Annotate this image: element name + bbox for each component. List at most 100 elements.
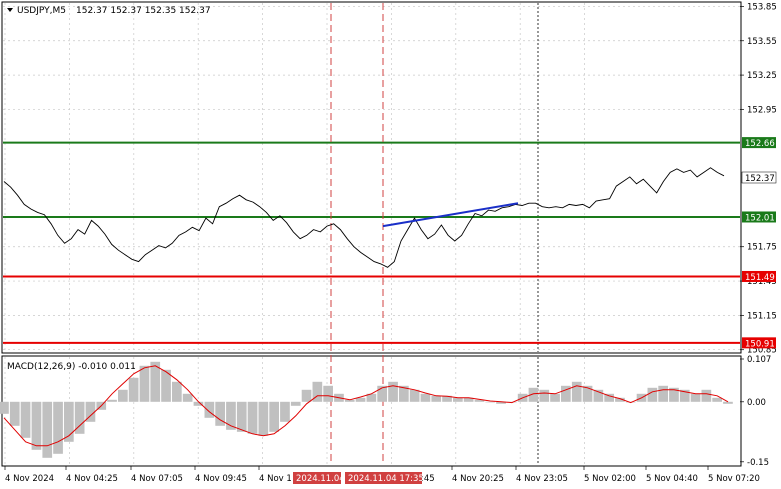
macd-bar xyxy=(701,389,712,402)
time-axis: 4 Nov 2024 4 Nov 04:25 4 Nov 07:05 4 Nov 09… xyxy=(4,466,760,484)
price-tick-label: 152.95 xyxy=(747,105,777,115)
macd-bar xyxy=(215,401,225,426)
macd-bar xyxy=(571,381,582,402)
price-axis: 153.85153.55153.25152.95151.75151.45151.… xyxy=(740,2,777,356)
chevron-down-icon[interactable] xyxy=(7,8,13,12)
macd-bar xyxy=(377,385,387,402)
macd-bar xyxy=(550,393,560,402)
macd-bar xyxy=(161,369,171,402)
macd-bar xyxy=(31,401,42,450)
macd-bar xyxy=(561,385,571,402)
symbol-label: USDJPY,M5 xyxy=(17,6,66,16)
macd-bar xyxy=(53,401,63,454)
macd-panel-frame xyxy=(1,355,742,467)
macd-bar xyxy=(290,401,301,406)
level-label-box xyxy=(742,137,776,149)
macd-bar xyxy=(582,385,593,402)
time-tick-label: 4 Nov 04:25 xyxy=(66,474,118,484)
macd-bar xyxy=(9,401,20,426)
macd-tick-label: -0.15 xyxy=(747,458,769,468)
macd-bar xyxy=(496,401,506,404)
level-label-box xyxy=(742,270,776,282)
macd-bar xyxy=(442,395,452,402)
trendline-segment[interactable] xyxy=(382,202,519,228)
marked-time-box xyxy=(293,472,341,484)
price-tick-label: 150.85 xyxy=(747,346,777,356)
macd-bar xyxy=(593,389,604,402)
macd-bar xyxy=(0,401,9,414)
macd-bar xyxy=(150,361,161,402)
macd-tick-label: 0.00 xyxy=(747,398,766,408)
level-labels: 152.66 152.01 151.49 150.91 xyxy=(742,137,776,349)
level-label-box xyxy=(742,211,776,223)
time-tick-label: 4 Nov 23:05 xyxy=(516,474,568,484)
macd-bar xyxy=(312,381,323,402)
macd-bar xyxy=(280,401,290,422)
macd-bar xyxy=(172,381,182,402)
macd-tick-label: 0.107 xyxy=(747,355,771,365)
marked-time-labels: 2024.11.04 2024.11.04 17:35 xyxy=(293,472,424,484)
macd-bar xyxy=(74,401,85,434)
time-tick-label: 5 Nov 07:20 xyxy=(708,474,760,484)
macd-bar xyxy=(528,387,539,402)
level-label: 152.01 xyxy=(745,213,775,223)
macd-bar xyxy=(85,401,96,422)
macd-axis: 0.107 0.00 -0.15 xyxy=(740,355,771,468)
current-price-label: 152.37 xyxy=(745,174,775,184)
marked-time-box xyxy=(345,472,422,484)
time-tick-label-partial: :45 xyxy=(421,474,435,484)
macd-bar xyxy=(453,397,463,402)
macd-bar xyxy=(107,399,117,402)
marked-time-label: 2024.11.04 xyxy=(296,474,345,484)
price-levels xyxy=(3,141,740,344)
ohlc-values: 152.37 152.37 152.35 152.37 xyxy=(76,6,211,16)
macd-bar xyxy=(301,389,312,402)
macd-label: MACD(12,26,9) -0.010 0.011 xyxy=(7,362,136,372)
macd-bar xyxy=(388,381,398,402)
macd-bar xyxy=(344,399,355,402)
price-tick-label: 153.55 xyxy=(747,37,777,47)
macd-signal-path xyxy=(3,365,729,447)
price-tick-label: 151.15 xyxy=(747,311,777,321)
macd-bar xyxy=(139,365,150,402)
macd-bar xyxy=(615,397,625,402)
macd-bar xyxy=(712,397,722,402)
macd-bar xyxy=(355,397,366,402)
current-price-box xyxy=(741,171,777,184)
macd-bar xyxy=(463,397,474,402)
macd-bar xyxy=(604,393,614,402)
macd-bar xyxy=(323,385,333,402)
price-panel-frame xyxy=(1,1,742,354)
level-label: 151.49 xyxy=(745,273,775,283)
macd-bar xyxy=(658,385,668,402)
time-tick-label: 4 Nov 09:45 xyxy=(195,474,247,484)
time-tick-label: 4 Nov 20:25 xyxy=(452,474,504,484)
macd-bar xyxy=(258,401,269,436)
trendline[interactable] xyxy=(382,202,519,228)
macd-bar xyxy=(539,389,550,402)
macd-bar xyxy=(723,401,733,404)
macd-signal-line xyxy=(3,365,729,447)
macd-bar xyxy=(247,401,258,434)
macd-bar xyxy=(474,399,485,402)
macd-bar xyxy=(431,395,442,402)
macd-bar xyxy=(64,401,74,442)
time-tick-label: 4 Nov 1 xyxy=(259,474,292,484)
macd-bar xyxy=(226,401,236,430)
macd-bar xyxy=(118,389,128,402)
macd-bar xyxy=(236,401,247,432)
macd-bar xyxy=(204,401,215,418)
macd-bar xyxy=(647,387,658,402)
macd-bar xyxy=(399,385,409,402)
macd-bar xyxy=(409,389,420,402)
macd-bar xyxy=(128,377,139,402)
macd-bar xyxy=(42,401,53,458)
price-line xyxy=(3,167,725,268)
level-label: 152.66 xyxy=(745,139,775,149)
level-label: 150.91 xyxy=(745,339,775,349)
macd-bar xyxy=(193,401,204,406)
price-tick-label: 153.85 xyxy=(747,2,777,12)
time-tick-label: 5 Nov 04:40 xyxy=(646,474,698,484)
price-tick-label: 151.75 xyxy=(747,243,777,253)
